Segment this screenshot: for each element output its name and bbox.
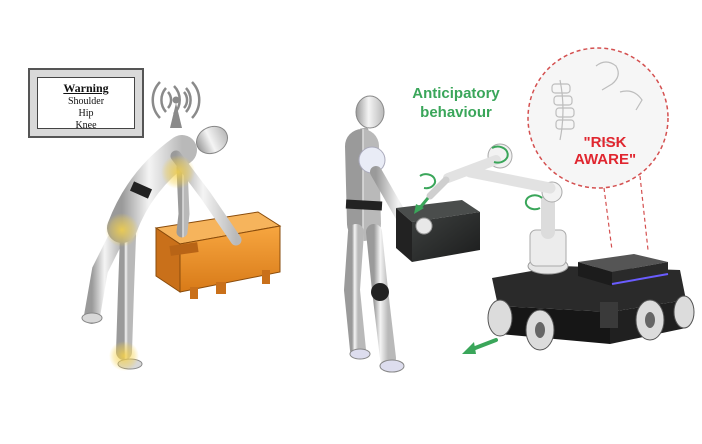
- green-arrow-icon: [462, 338, 498, 354]
- anticipatory-behaviour-label: Anticipatory behaviour: [396, 84, 516, 122]
- warning-title: Warning: [63, 81, 109, 95]
- joint-rotation-arrows: [419, 145, 543, 211]
- hip-highlight: [105, 213, 139, 247]
- anticipatory-line-1: Anticipatory: [412, 85, 500, 102]
- risk-thought-bubble: [527, 47, 669, 251]
- warning-item-shoulder: Shoulder: [67, 96, 105, 107]
- handover-box: [396, 200, 480, 262]
- worker-mannequin-lifting: [81, 125, 282, 371]
- knee-highlight: [109, 341, 139, 371]
- risk-aware-label: "RISK AWARE": [560, 134, 650, 168]
- box-green-arrow-icon: [414, 197, 430, 214]
- risk-aware-line-2: AWARE": [573, 151, 637, 168]
- risk-aware-line-1: "RISK: [583, 134, 627, 151]
- warning-panel: Warning Shoulder Hip Knee: [28, 68, 144, 138]
- wireless-signal-icon: [151, 81, 201, 128]
- warning-item-knee: Knee: [75, 120, 97, 131]
- shoulder-highlight: [161, 155, 195, 189]
- orange-crate: [154, 211, 282, 299]
- warning-item-hip: Hip: [78, 108, 94, 119]
- anticipatory-line-2: behaviour: [420, 104, 492, 121]
- mobile-robot: [426, 143, 695, 351]
- warning-panel-screen: Warning Shoulder Hip Knee: [37, 77, 135, 131]
